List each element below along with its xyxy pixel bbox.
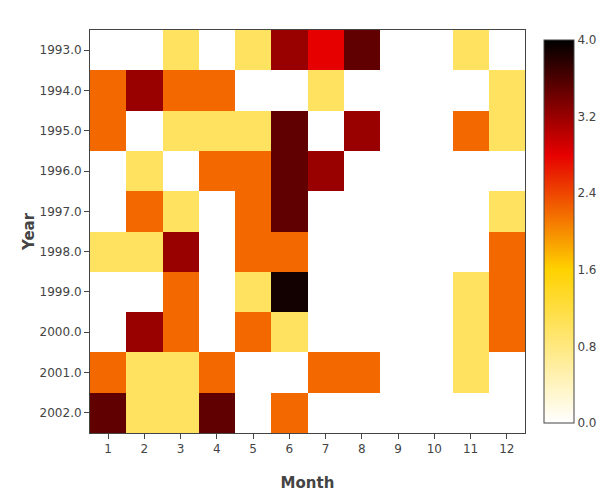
svg-text:12: 12 [499,442,514,456]
svg-text:4.0: 4.0 [577,33,596,47]
svg-text:1993.0: 1993.0 [40,43,82,57]
svg-text:1994.0: 1994.0 [40,84,82,98]
svg-text:0.0: 0.0 [577,416,596,430]
svg-text:5: 5 [249,442,257,456]
svg-text:Year: Year [20,212,38,251]
svg-text:2.4: 2.4 [577,186,596,200]
svg-text:Month: Month [281,474,335,492]
svg-text:1999.0: 1999.0 [40,285,82,299]
svg-text:7: 7 [322,442,330,456]
svg-text:1: 1 [104,442,112,456]
svg-text:2002.0: 2002.0 [40,406,82,420]
svg-text:3: 3 [177,442,185,456]
svg-text:1998.0: 1998.0 [40,245,82,259]
svg-text:2001.0: 2001.0 [40,366,82,380]
svg-text:2000.0: 2000.0 [40,325,82,339]
svg-text:1996.0: 1996.0 [40,164,82,178]
svg-text:10: 10 [427,442,442,456]
svg-text:0.8: 0.8 [577,340,596,354]
svg-text:1.6: 1.6 [577,263,596,277]
svg-text:8: 8 [358,442,366,456]
svg-text:1995.0: 1995.0 [40,124,82,138]
svg-text:3.2: 3.2 [577,110,596,124]
svg-text:6: 6 [286,442,294,456]
svg-text:1997.0: 1997.0 [40,205,82,219]
svg-text:2: 2 [141,442,149,456]
svg-text:11: 11 [463,442,478,456]
svg-text:9: 9 [394,442,402,456]
svg-text:4: 4 [213,442,221,456]
